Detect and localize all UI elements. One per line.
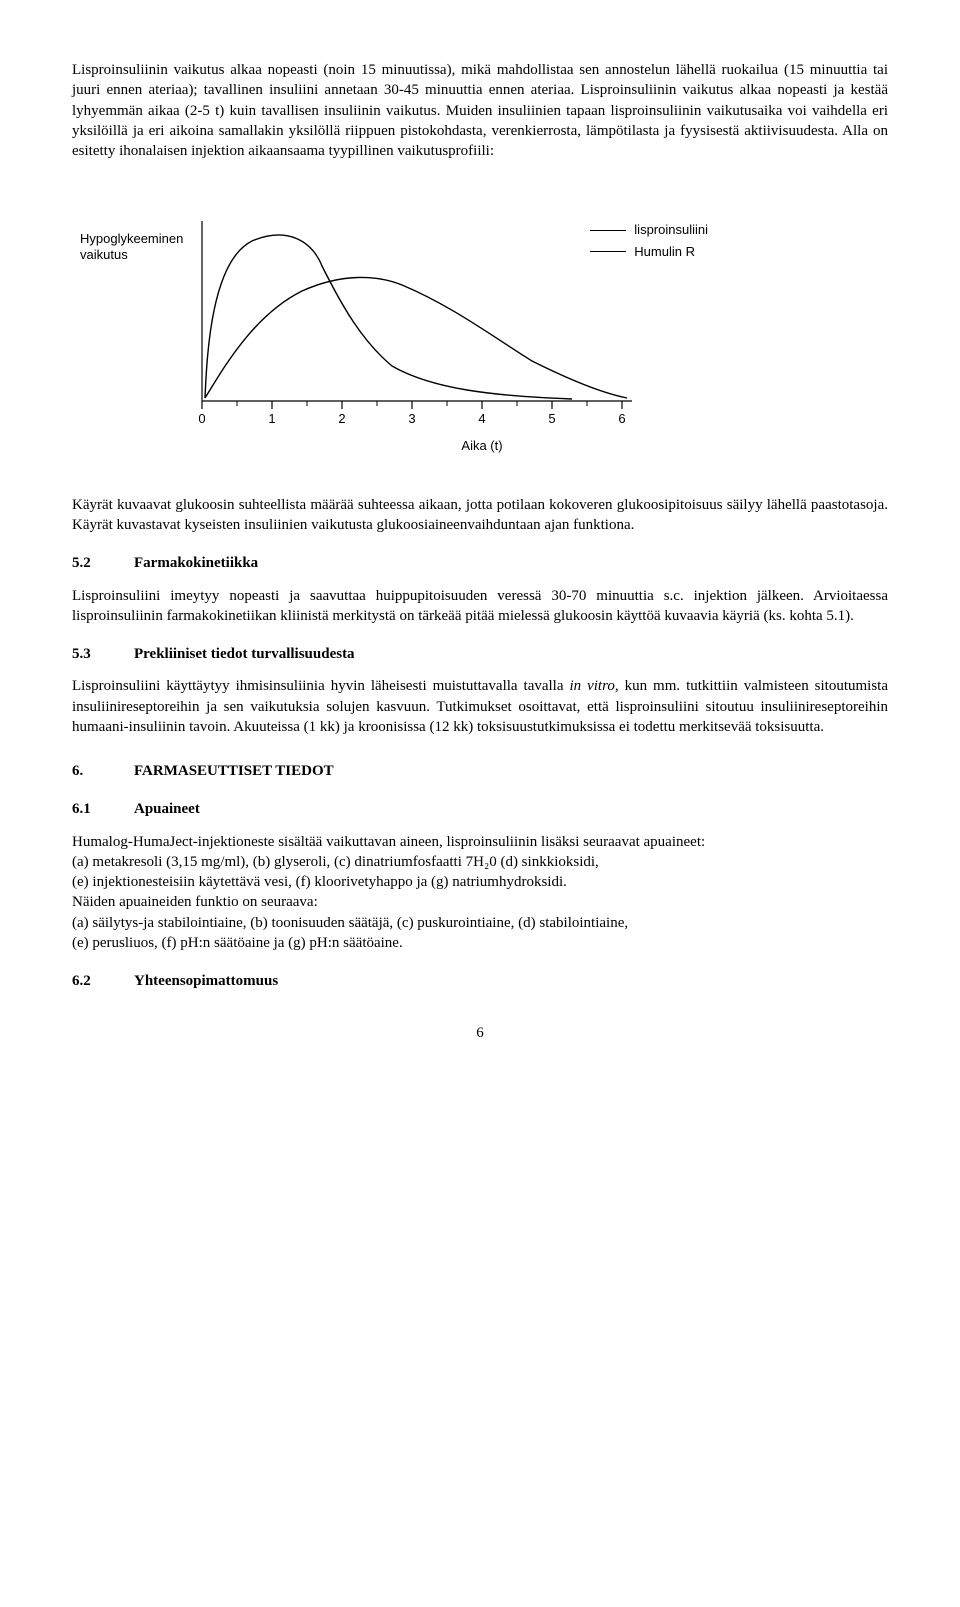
excipients-line-b: (e) injektionesteisiin käytettävä vesi, … bbox=[72, 872, 888, 892]
heading-num: 6.2 bbox=[72, 971, 106, 991]
ylabel-line2: vaikutus bbox=[80, 247, 183, 263]
heading-5-2: 5.2 Farmakokinetiikka bbox=[72, 553, 888, 573]
svg-text:2: 2 bbox=[338, 411, 345, 426]
legend-label-1: lisproinsuliini bbox=[634, 221, 708, 239]
svg-text:3: 3 bbox=[408, 411, 415, 426]
heading-6-1: 6.1 Apuaineet bbox=[72, 799, 888, 819]
svg-text:4: 4 bbox=[478, 411, 485, 426]
heading-title: Apuaineet bbox=[134, 799, 888, 819]
heading-title: Prekliiniset tiedot turvallisuudesta bbox=[134, 644, 888, 664]
svg-text:0: 0 bbox=[198, 411, 205, 426]
legend-line-icon bbox=[590, 230, 626, 231]
heading-6: 6. FARMASEUTTISET TIEDOT bbox=[72, 761, 888, 781]
svg-text:5: 5 bbox=[548, 411, 555, 426]
heading-5-3: 5.3 Prekliiniset tiedot turvallisuudesta bbox=[72, 644, 888, 664]
intro-paragraph: Lisproinsuliinin vaikutus alkaa nopeasti… bbox=[72, 60, 888, 161]
ylabel-line1: Hypoglykeeminen bbox=[80, 231, 183, 247]
chart-x-label: Aika (t) bbox=[202, 437, 762, 455]
legend-item-1: lisproinsuliini bbox=[590, 221, 708, 239]
page-number: 6 bbox=[72, 1023, 888, 1043]
functions-line-b: (e) perusliuos, (f) pH:n säätöaine ja (g… bbox=[72, 933, 888, 953]
excipients-line-a: (a) metakresoli (3,15 mg/ml), (b) glyser… bbox=[72, 852, 888, 872]
heading-num: 5.3 bbox=[72, 644, 106, 664]
heading-6-2: 6.2 Yhteensopimattomuus bbox=[72, 971, 888, 991]
curves-explain-paragraph: Käyrät kuvaavat glukoosin suhteellista m… bbox=[72, 495, 888, 536]
excipients-intro: Humalog-HumaJect-injektioneste sisältää … bbox=[72, 832, 888, 852]
heading-title: Farmakokinetiikka bbox=[134, 553, 888, 573]
pk-paragraph: Lisproinsuliini imeytyy nopeasti ja saav… bbox=[72, 586, 888, 627]
pk-chart: Hypoglykeeminen vaikutus lisproinsuliini… bbox=[72, 201, 888, 455]
italic-span: in vitro bbox=[569, 678, 614, 694]
heading-num: 6.1 bbox=[72, 799, 106, 819]
heading-title: FARMASEUTTISET TIEDOT bbox=[134, 761, 334, 781]
functions-intro: Näiden apuaineiden funktio on seuraava: bbox=[72, 892, 888, 912]
heading-num: 5.2 bbox=[72, 553, 106, 573]
heading-title: Yhteensopimattomuus bbox=[134, 971, 888, 991]
chart-legend: lisproinsuliini Humulin R bbox=[590, 221, 708, 264]
svg-text:1: 1 bbox=[268, 411, 275, 426]
legend-label-2: Humulin R bbox=[634, 243, 695, 261]
heading-num: 6. bbox=[72, 761, 106, 781]
preclinical-paragraph: Lisproinsuliini käyttäytyy ihmisinsuliin… bbox=[72, 676, 888, 737]
chart-y-label: Hypoglykeeminen vaikutus bbox=[80, 231, 183, 262]
legend-item-2: Humulin R bbox=[590, 243, 708, 261]
functions-line-a: (a) säilytys-ja stabilointiaine, (b) too… bbox=[72, 913, 888, 933]
text-span: Lisproinsuliini käyttäytyy ihmisinsuliin… bbox=[72, 678, 569, 694]
svg-text:6: 6 bbox=[618, 411, 625, 426]
legend-line-icon bbox=[590, 251, 626, 252]
